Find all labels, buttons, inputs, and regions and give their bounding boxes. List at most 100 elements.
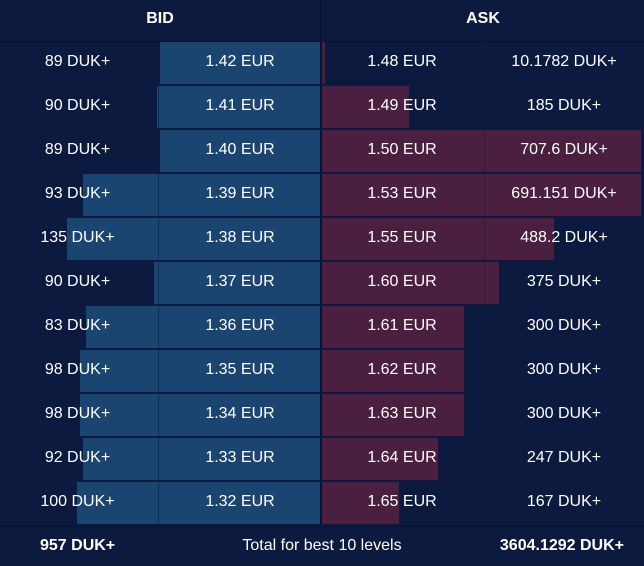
bid-side[interactable]: 92 DUK+ 1.33 EUR bbox=[0, 438, 320, 480]
ask-price: 1.55 EUR bbox=[367, 229, 437, 246]
bid-price: 1.39 EUR bbox=[205, 185, 275, 202]
bid-side[interactable]: 98 DUK+ 1.34 EUR bbox=[0, 394, 320, 436]
ask-quantity: 707.6 DUK+ bbox=[520, 141, 608, 158]
order-level-row[interactable]: 92 DUK+ 1.33 EUR 1.64 EUR 247 DUK+ bbox=[0, 438, 644, 480]
bid-quantity: 98 DUK+ bbox=[44, 361, 111, 378]
order-level-row[interactable]: 90 DUK+ 1.37 EUR 1.60 EUR 375 DUK+ bbox=[0, 262, 644, 304]
ask-column-separator bbox=[484, 438, 485, 480]
bid-column-separator bbox=[158, 482, 159, 524]
bid-price: 1.36 EUR bbox=[205, 317, 275, 334]
bid-side[interactable]: 90 DUK+ 1.41 EUR bbox=[0, 86, 320, 128]
ask-depth-bar bbox=[322, 350, 464, 392]
ask-quantity: 300 DUK+ bbox=[526, 361, 602, 378]
bid-depth-bar bbox=[67, 218, 320, 260]
ask-depth-bar bbox=[322, 42, 325, 84]
order-level-row[interactable]: 93 DUK+ 1.39 EUR 1.53 EUR 691.151 DUK+ bbox=[0, 174, 644, 216]
bid-quantity: 89 DUK+ bbox=[44, 141, 111, 158]
ask-column-separator bbox=[484, 86, 485, 128]
ask-column-separator bbox=[484, 350, 485, 392]
ask-side[interactable]: 1.60 EUR 375 DUK+ bbox=[322, 262, 644, 304]
ask-side[interactable]: 1.63 EUR 300 DUK+ bbox=[322, 394, 644, 436]
ask-price: 1.48 EUR bbox=[367, 53, 437, 70]
ask-side[interactable]: 1.49 EUR 185 DUK+ bbox=[322, 86, 644, 128]
ask-column-separator bbox=[484, 394, 485, 436]
bid-side[interactable]: 90 DUK+ 1.37 EUR bbox=[0, 262, 320, 304]
ask-side[interactable]: 1.55 EUR 488.2 DUK+ bbox=[322, 218, 644, 260]
bid-side[interactable]: 93 DUK+ 1.39 EUR bbox=[0, 174, 320, 216]
ask-column-separator bbox=[484, 218, 485, 260]
bid-depth-bar bbox=[154, 262, 320, 304]
order-level-row[interactable]: 98 DUK+ 1.35 EUR 1.62 EUR 300 DUK+ bbox=[0, 350, 644, 392]
side-divider bbox=[320, 350, 322, 392]
ask-side[interactable]: 1.53 EUR 691.151 DUK+ bbox=[322, 174, 644, 216]
ask-side[interactable]: 1.61 EUR 300 DUK+ bbox=[322, 306, 644, 348]
ask-quantity: 375 DUK+ bbox=[526, 273, 602, 290]
ask-price: 1.61 EUR bbox=[367, 317, 437, 334]
bid-price: 1.41 EUR bbox=[205, 97, 275, 114]
order-level-row[interactable]: 90 DUK+ 1.41 EUR 1.49 EUR 185 DUK+ bbox=[0, 86, 644, 128]
order-level-row[interactable]: 89 DUK+ 1.40 EUR 1.50 EUR 707.6 DUK+ bbox=[0, 130, 644, 172]
bid-column-separator bbox=[158, 174, 159, 216]
ask-quantity: 691.151 DUK+ bbox=[511, 185, 617, 202]
ask-depth-bar bbox=[322, 306, 464, 348]
ask-total: 3604.1292 DUK+ bbox=[499, 537, 624, 554]
bid-column-separator bbox=[158, 438, 159, 480]
ask-side[interactable]: 1.62 EUR 300 DUK+ bbox=[322, 350, 644, 392]
ask-price: 1.65 EUR bbox=[367, 493, 437, 510]
side-divider bbox=[320, 218, 322, 260]
side-divider bbox=[320, 394, 322, 436]
bid-quantity: 89 DUK+ bbox=[44, 53, 111, 70]
bid-side[interactable]: 100 DUK+ 1.32 EUR bbox=[0, 482, 320, 524]
order-level-row[interactable]: 135 DUK+ 1.38 EUR 1.55 EUR 488.2 DUK+ bbox=[0, 218, 644, 260]
bid-depth-bar bbox=[160, 42, 320, 84]
bid-depth-bar bbox=[80, 394, 320, 436]
side-divider bbox=[320, 306, 322, 348]
bid-price: 1.34 EUR bbox=[205, 405, 275, 422]
bid-side[interactable]: 83 DUK+ 1.36 EUR bbox=[0, 306, 320, 348]
bid-total: 957 DUK+ bbox=[40, 537, 116, 554]
ask-side[interactable]: 1.50 EUR 707.6 DUK+ bbox=[322, 130, 644, 172]
bid-depth-bar bbox=[83, 438, 320, 480]
bid-price: 1.37 EUR bbox=[205, 273, 275, 290]
side-divider bbox=[320, 438, 322, 480]
side-divider bbox=[320, 86, 322, 128]
side-divider bbox=[320, 262, 322, 304]
ask-quantity: 185 DUK+ bbox=[526, 97, 602, 114]
totals-label: Total for best 10 levels bbox=[242, 537, 402, 554]
order-level-row[interactable]: 89 DUK+ 1.42 EUR 1.48 EUR 10.1782 DUK+ bbox=[0, 42, 644, 84]
ask-depth-bar bbox=[322, 438, 438, 480]
order-level-row[interactable]: 100 DUK+ 1.32 EUR 1.65 EUR 167 DUK+ bbox=[0, 482, 644, 524]
ask-side[interactable]: 1.65 EUR 167 DUK+ bbox=[322, 482, 644, 524]
bid-column-title: BID bbox=[146, 10, 174, 27]
ask-column-separator bbox=[484, 130, 485, 172]
bid-side[interactable]: 135 DUK+ 1.38 EUR bbox=[0, 218, 320, 260]
order-book-levels: 89 DUK+ 1.42 EUR 1.48 EUR 10.1782 DUK+ 90 DU… bbox=[0, 42, 644, 526]
side-divider bbox=[320, 482, 322, 524]
order-book-footer: Total for best 10 levels 957 DUK+ 3604.1… bbox=[0, 526, 644, 566]
ask-depth-bar bbox=[322, 174, 641, 216]
bid-side[interactable]: 98 DUK+ 1.35 EUR bbox=[0, 350, 320, 392]
order-level-row[interactable]: 83 DUK+ 1.36 EUR 1.61 EUR 300 DUK+ bbox=[0, 306, 644, 348]
order-level-row[interactable]: 98 DUK+ 1.34 EUR 1.63 EUR 300 DUK+ bbox=[0, 394, 644, 436]
bid-quantity: 135 DUK+ bbox=[40, 229, 115, 246]
bid-column-separator bbox=[158, 42, 159, 84]
bid-column-separator bbox=[158, 86, 159, 128]
column-divider bbox=[320, 0, 322, 41]
bid-quantity: 93 DUK+ bbox=[44, 185, 111, 202]
bid-depth-bar bbox=[80, 350, 320, 392]
ask-side[interactable]: 1.48 EUR 10.1782 DUK+ bbox=[322, 42, 644, 84]
order-book-header: BID ASK bbox=[0, 0, 644, 42]
bid-quantity: 83 DUK+ bbox=[44, 317, 111, 334]
ask-depth-bar bbox=[322, 394, 464, 436]
ask-depth-bar bbox=[322, 262, 499, 304]
ask-side[interactable]: 1.64 EUR 247 DUK+ bbox=[322, 438, 644, 480]
bid-side[interactable]: 89 DUK+ 1.40 EUR bbox=[0, 130, 320, 172]
bid-side[interactable]: 89 DUK+ 1.42 EUR bbox=[0, 42, 320, 84]
ask-quantity: 10.1782 DUK+ bbox=[511, 53, 617, 70]
bid-quantity: 90 DUK+ bbox=[44, 273, 111, 290]
ask-quantity: 300 DUK+ bbox=[526, 317, 602, 334]
bid-column-separator bbox=[158, 350, 159, 392]
side-divider bbox=[320, 130, 322, 172]
ask-price: 1.63 EUR bbox=[367, 405, 437, 422]
ask-quantity: 300 DUK+ bbox=[526, 405, 602, 422]
